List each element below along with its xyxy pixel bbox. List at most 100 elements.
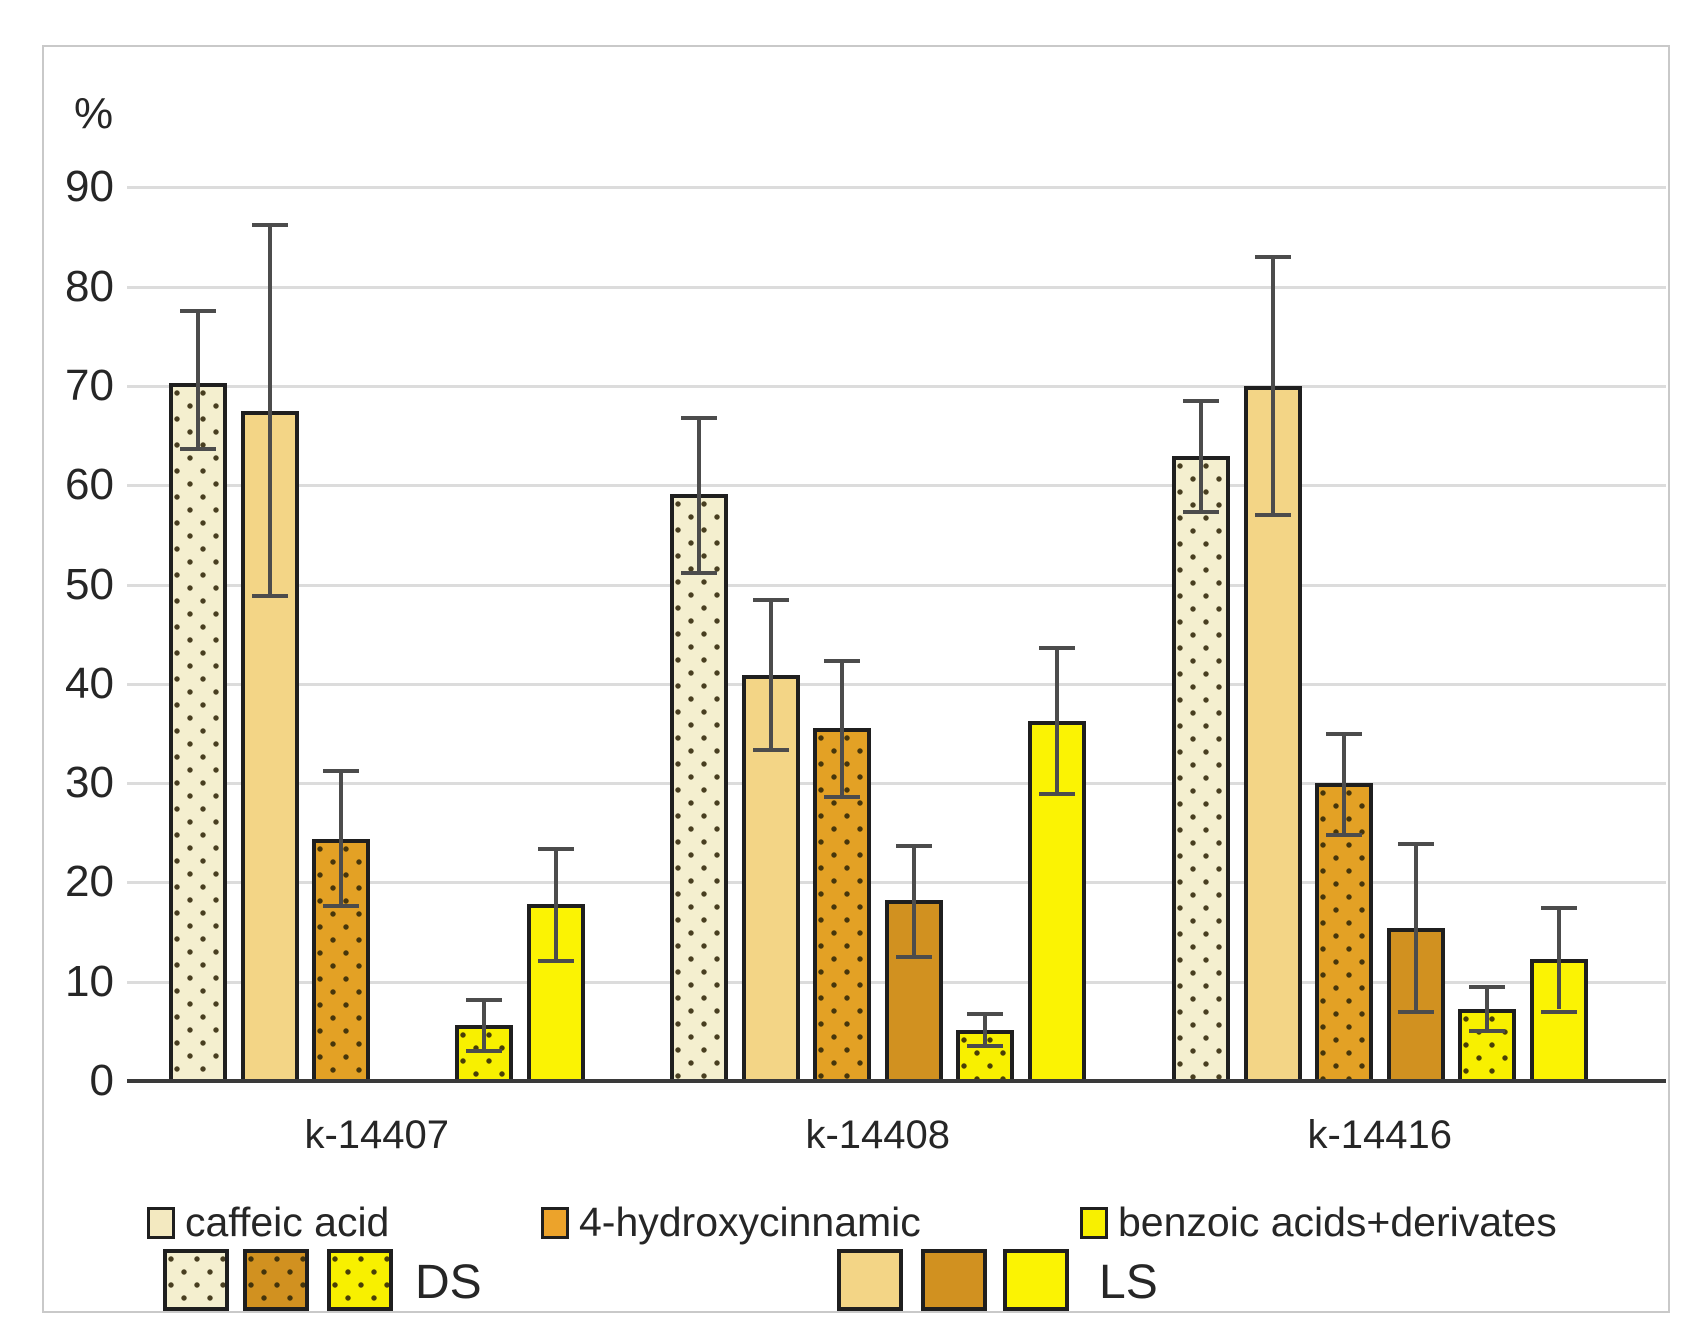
y-tick-label-60: 60 — [65, 460, 114, 510]
error-bar-cap — [251, 594, 288, 599]
error-bar-cap — [1254, 513, 1291, 517]
error-bar-cap — [466, 997, 502, 1002]
error-bar-cap — [1469, 1029, 1505, 1034]
error-bar-cap — [1469, 984, 1505, 989]
error-bar-cap — [967, 1044, 1003, 1049]
error-bar-cap — [681, 570, 717, 575]
error-bar — [840, 660, 844, 795]
error-bar-cap — [466, 1049, 502, 1054]
caffeic-acid-swatch — [147, 1206, 175, 1239]
x-category-label-k-14408: k-14408 — [805, 1113, 951, 1157]
y-tick-label-70: 70 — [65, 360, 114, 410]
x-category-label-k-14407: k-14407 — [304, 1113, 450, 1157]
gridline-80 — [127, 285, 1666, 289]
bar-k-14408-caffeic-acid-ds — [670, 494, 728, 1083]
bar-k-14408-benzoic-acids-derivates-ds — [956, 1030, 1014, 1083]
bar-k-14416-caffeic-acid-ls — [1243, 385, 1302, 1083]
error-bar — [768, 600, 773, 749]
error-bar-cap — [251, 223, 288, 228]
y-tick-label-50: 50 — [65, 559, 114, 609]
error-bar-cap — [681, 415, 717, 420]
gridline-40 — [127, 682, 1666, 686]
bar-k-14416-caffeic-acid-ds — [1172, 456, 1230, 1083]
error-bar-cap — [895, 843, 932, 848]
error-bar-cap — [1397, 841, 1434, 846]
error-bar-cap — [824, 795, 860, 800]
gridline-60 — [127, 484, 1666, 488]
error-bar-cap — [323, 904, 359, 909]
ls-yellow-swatch — [1003, 1249, 1069, 1311]
error-bar-cap — [323, 769, 359, 774]
ds-label: DS — [415, 1256, 482, 1309]
legend-item-4-hydroxycinnamic: 4-hydroxycinnamic — [541, 1199, 921, 1246]
y-tick-label-20: 20 — [65, 857, 114, 907]
error-bar — [1054, 648, 1059, 793]
gridline-20 — [127, 881, 1666, 885]
bar-k-14407-benzoic-acids-derivates-ls — [526, 904, 585, 1083]
error-bar-cap — [824, 658, 860, 663]
y-tick-label-30: 30 — [65, 758, 114, 808]
bar-k-14407-4-hydroxycinnamic-ds — [312, 838, 370, 1083]
gridline-90 — [127, 186, 1666, 190]
bar-k-14407-caffeic-acid-ds — [169, 382, 227, 1083]
legend-label: caffeic acid — [185, 1199, 390, 1245]
error-bar — [1199, 400, 1203, 510]
error-bar-cap — [180, 309, 216, 314]
ds-orange-swatch — [243, 1249, 309, 1311]
error-bar — [1556, 908, 1561, 1010]
error-bar — [267, 225, 272, 595]
error-bar-cap — [1183, 398, 1219, 403]
y-tick-label-90: 90 — [65, 162, 114, 212]
ls-orange-swatch — [921, 1249, 987, 1311]
gridline-30 — [127, 782, 1666, 786]
plot-area: 0 10 20 30 40 50 60 70 80 90 k-14407 k-14408 k-14416 — [44, 47, 1668, 1311]
ds-yellow-swatch — [327, 1249, 393, 1311]
hydroxycinnamic-swatch — [541, 1206, 569, 1239]
error-bar — [697, 417, 701, 571]
gridline-50 — [127, 583, 1666, 587]
error-bar-cap — [895, 954, 932, 959]
error-bar-cap — [1397, 1009, 1434, 1014]
error-bar — [553, 848, 558, 959]
error-bar — [1270, 256, 1275, 513]
ls-cream-swatch — [837, 1249, 903, 1311]
gridline-70 — [127, 384, 1666, 388]
ls-label: LS — [1099, 1256, 1158, 1309]
error-bar — [196, 311, 200, 448]
error-bar-cap — [537, 846, 574, 851]
y-axis-unit-label: % — [74, 89, 114, 138]
error-bar-cap — [752, 598, 789, 603]
error-bar-cap — [967, 1012, 1003, 1017]
legend-item-caffeic-acid: caffeic acid — [147, 1199, 389, 1246]
x-category-label-k-14416: k-14416 — [1307, 1113, 1453, 1157]
error-bar-cap — [1038, 792, 1075, 797]
error-bar-cap — [1326, 832, 1362, 837]
error-bar — [482, 999, 486, 1050]
error-bar-cap — [537, 958, 574, 963]
benzoic-acids-swatch — [1080, 1206, 1108, 1239]
legend-label: benzoic acids+derivates — [1118, 1199, 1557, 1245]
error-bar-cap — [1183, 510, 1219, 515]
error-bar-cap — [1254, 254, 1291, 259]
error-bar-cap — [1038, 646, 1075, 651]
error-bar-cap — [180, 447, 216, 452]
legend-item-benzoic-acids: benzoic acids+derivates — [1080, 1199, 1557, 1246]
error-bar — [1342, 734, 1346, 833]
error-bar-cap — [752, 748, 789, 753]
error-bar — [1413, 843, 1418, 1010]
error-bar-cap — [1540, 906, 1577, 911]
error-bar-cap — [1326, 732, 1362, 737]
x-axis-line — [127, 1079, 1666, 1083]
legend-label: 4-hydroxycinnamic — [579, 1199, 921, 1245]
y-tick-label-10: 10 — [65, 956, 114, 1006]
y-tick-label-0: 0 — [89, 1056, 114, 1105]
error-bar — [983, 1014, 987, 1045]
chart-frame: % 0 10 20 30 40 50 60 70 80 90 k-14407 k-14408 k-144… — [42, 45, 1670, 1313]
error-bar — [911, 845, 916, 955]
error-bar — [339, 771, 343, 905]
error-bar-cap — [1540, 1009, 1577, 1014]
error-bar — [1485, 986, 1489, 1030]
y-tick-label-80: 80 — [65, 261, 114, 311]
ds-cream-swatch — [163, 1249, 229, 1311]
